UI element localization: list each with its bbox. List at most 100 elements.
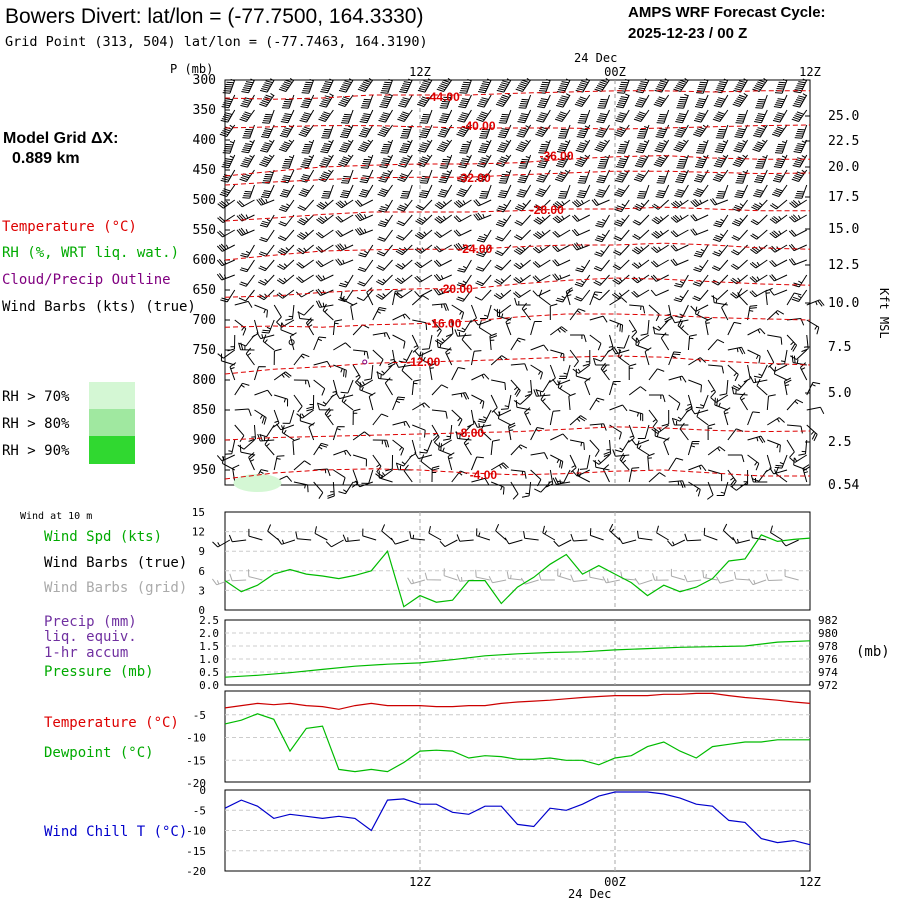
top-date-label: 24 Dec — [574, 51, 617, 65]
wind-barb — [293, 379, 311, 388]
wind-barb — [540, 393, 551, 411]
wind-barb — [783, 377, 792, 396]
wind-barb — [594, 244, 610, 257]
wind-barb — [418, 124, 433, 139]
wind-barb — [656, 109, 670, 124]
wind-barb — [259, 78, 275, 93]
wind-barb — [644, 347, 652, 366]
wind-barb — [609, 319, 624, 333]
wind-barb — [648, 472, 666, 483]
temperature-contour — [224, 277, 811, 298]
wind-barb — [456, 274, 472, 288]
wind-barb — [714, 78, 729, 94]
wind-barb — [315, 288, 334, 296]
wind-barb — [414, 229, 433, 240]
wind-barb — [611, 346, 630, 355]
wind-barb — [715, 184, 729, 199]
wind-barb — [616, 154, 630, 169]
wind-barb — [533, 199, 551, 211]
wind-barb — [530, 452, 549, 460]
wind-barb — [234, 382, 250, 396]
wind-barb — [333, 364, 347, 378]
wind-barb — [708, 364, 724, 374]
wind-barb-true — [722, 523, 734, 541]
wind-barb — [513, 274, 531, 284]
wind-barb — [234, 424, 245, 442]
wind-barb — [798, 439, 808, 456]
wind-barb-grid — [424, 572, 442, 581]
legend-wind-speed: Wind Spd (kts) — [44, 529, 162, 545]
contour-label: -24.00 — [458, 242, 492, 256]
wind-barb — [379, 154, 393, 169]
wind-barb — [262, 334, 275, 351]
wind-barb — [262, 109, 275, 124]
wind-barb — [514, 199, 532, 212]
wind-barb — [431, 409, 448, 419]
wind-barb — [473, 212, 492, 221]
pressure-tick-label: 750 — [193, 343, 216, 358]
temperature-tick: -20 — [186, 777, 206, 790]
wind-barb — [518, 154, 532, 169]
legend-precip-liq: liq. equiv. — [44, 629, 137, 645]
wind-barb — [514, 214, 531, 226]
wind-barb — [261, 124, 275, 139]
wind-barb — [589, 397, 605, 411]
wind-barb — [396, 214, 413, 227]
wind-barb-true — [314, 526, 328, 541]
wind-barb — [340, 109, 354, 124]
temperature-contour — [224, 90, 810, 100]
wind-barb — [775, 466, 788, 483]
wind-barb — [437, 124, 453, 138]
wind-barb — [358, 244, 374, 258]
wind-barb — [315, 274, 334, 282]
wind-barb — [259, 139, 275, 153]
wind-barb — [569, 415, 587, 426]
wind-barb — [431, 465, 440, 483]
wind-speed-tick: 15 — [192, 506, 205, 519]
wind-barb — [376, 371, 393, 381]
wind-barb — [750, 244, 768, 255]
wind-barb — [490, 439, 500, 456]
wind-barb — [714, 139, 729, 154]
wind-barb — [412, 424, 426, 438]
wind-barb — [400, 124, 413, 139]
wind-barb — [451, 392, 470, 400]
wind-barb — [577, 169, 591, 184]
wind-barb — [668, 351, 681, 366]
wind-barb — [517, 109, 532, 124]
wind-barb — [670, 244, 689, 252]
wind-barb-grid — [475, 569, 490, 581]
wind-barb — [293, 394, 303, 413]
wind-barb — [713, 214, 729, 228]
wind-barb — [632, 199, 650, 212]
wind-barb — [476, 109, 492, 122]
wind-barb — [694, 94, 709, 109]
wind-barb — [412, 402, 430, 411]
wind-barb-true — [212, 539, 231, 548]
wind-barb — [491, 379, 506, 390]
wind-barb-true — [439, 539, 458, 548]
wind-barb — [327, 481, 335, 499]
wind-barb — [359, 382, 374, 396]
pressure-tick-label: 650 — [193, 283, 216, 298]
wind-barb — [335, 258, 354, 266]
wind-barb — [707, 379, 716, 398]
wind-barb — [574, 274, 591, 287]
wind-barb-grid — [211, 578, 231, 586]
wind-barb — [628, 363, 637, 381]
wind-barb — [557, 124, 571, 139]
wind-barb — [480, 304, 492, 319]
wind-barb — [431, 319, 442, 337]
wind-barb — [256, 197, 275, 206]
wind-barb — [234, 300, 253, 308]
wind-barb — [376, 259, 393, 271]
wind-barb — [497, 124, 512, 139]
wind-barb — [670, 199, 689, 209]
wind-barb — [220, 353, 235, 366]
wind-barb — [379, 93, 393, 109]
wind-barb-true — [456, 534, 474, 542]
wind-barb — [673, 139, 689, 152]
wind-barb — [248, 424, 256, 442]
wind-barb — [535, 379, 551, 393]
wind-barb — [589, 439, 600, 457]
